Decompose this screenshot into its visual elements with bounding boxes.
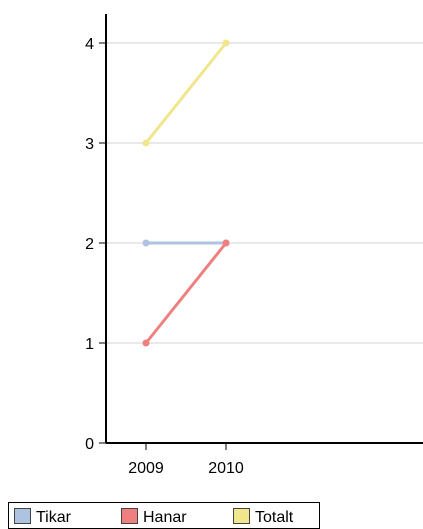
legend-swatch-hanar — [121, 508, 138, 524]
data-point-totalt-2010 — [222, 39, 230, 47]
y-tick-label: 4 — [85, 36, 94, 53]
x-tick-label: 2009 — [128, 460, 164, 477]
series-line-totalt — [144, 41, 228, 145]
y-tick-label: 1 — [85, 336, 94, 353]
y-tick-label: 0 — [85, 436, 94, 453]
legend-label-hanar: Hanar — [143, 509, 187, 526]
legend-swatch-totalt — [233, 508, 250, 524]
legend-label-totalt: Totalt — [255, 509, 294, 526]
legend-swatch-tikar — [14, 508, 31, 524]
axes — [99, 14, 423, 450]
data-point-hanar-2009 — [142, 339, 150, 347]
data-point-hanar-2010 — [222, 239, 230, 247]
tick-labels: 0 1 2 3 4 2009 2010 — [85, 36, 244, 477]
series-lines — [142, 39, 230, 347]
x-tick-label: 2010 — [208, 460, 244, 477]
data-point-tikar-2009 — [142, 239, 150, 247]
legend-label-tikar: Tikar — [36, 509, 72, 526]
gridlines — [106, 42, 423, 344]
y-tick-label: 2 — [85, 236, 94, 253]
y-tick-label: 3 — [85, 136, 94, 153]
legend: Tikar Hanar Totalt — [8, 502, 320, 529]
series-line-hanar — [144, 241, 228, 345]
data-point-totalt-2009 — [142, 139, 150, 147]
legend-box — [8, 502, 320, 529]
